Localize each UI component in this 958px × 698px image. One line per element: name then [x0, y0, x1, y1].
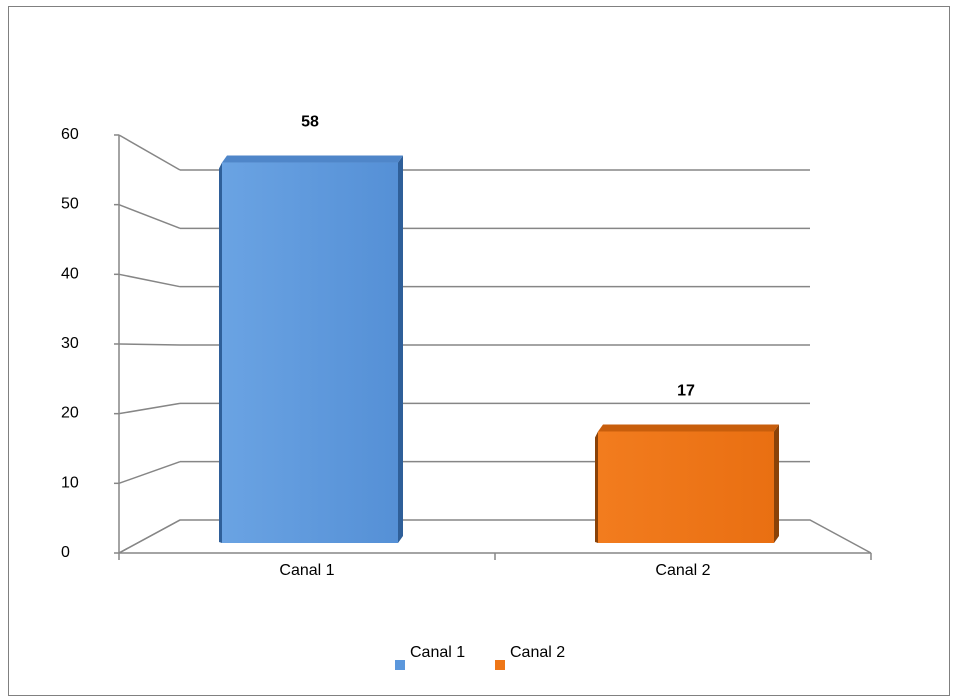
bar-edge-2: [595, 431, 598, 543]
side-gridline-30: [118, 343, 181, 346]
side-gridline-60: [118, 134, 181, 171]
side-gridline-50: [118, 203, 181, 230]
y-tick-label: 30: [61, 335, 79, 352]
side-gridline-40: [118, 273, 181, 288]
side-gridline-20: [118, 402, 181, 415]
y-tick-label: 50: [61, 196, 79, 213]
bar-canal-1: [222, 162, 398, 543]
x-tick-label: Canal 1: [279, 562, 334, 579]
y-tick-label: 40: [61, 265, 79, 282]
bar-top-1: [222, 155, 403, 163]
bar-side-1: [398, 155, 403, 543]
bar-chart: 0 10 20 30 40 50 60 58 Canal 1 17 Canal 2 Canal 1…: [61, 114, 872, 670]
x-tick-label: Canal 2: [655, 562, 710, 579]
side-gridline-10: [118, 460, 181, 485]
labels-layer: 58 Canal 1 17 Canal 2: [279, 114, 710, 579]
bar-top-2: [598, 424, 779, 432]
bar-side-2: [774, 424, 779, 543]
legend-label-1: Canal 1: [410, 644, 465, 661]
legend-swatch-1: [395, 660, 405, 670]
bar-canal-2: [598, 431, 774, 543]
legend-label-2: Canal 2: [510, 644, 565, 661]
chart-frame: 0 10 20 30 40 50 60 58 Canal 1 17 Canal 2 Canal 1…: [8, 6, 950, 696]
y-tick-label: 20: [61, 405, 79, 422]
bar-edge-1: [219, 162, 222, 543]
y-tick-label: 60: [61, 126, 79, 143]
axis-layer: 0 10 20 30 40 50 60: [61, 126, 872, 561]
bars-layer: [219, 155, 779, 543]
data-label-2: 17: [677, 382, 695, 399]
data-label-1: 58: [301, 114, 319, 131]
legend-swatch-2: [495, 660, 505, 670]
floor-outline: [118, 519, 872, 554]
legend: Canal 1 Canal 2: [395, 644, 565, 670]
y-tick-label: 0: [61, 544, 70, 561]
y-tick-label: 10: [61, 474, 79, 491]
